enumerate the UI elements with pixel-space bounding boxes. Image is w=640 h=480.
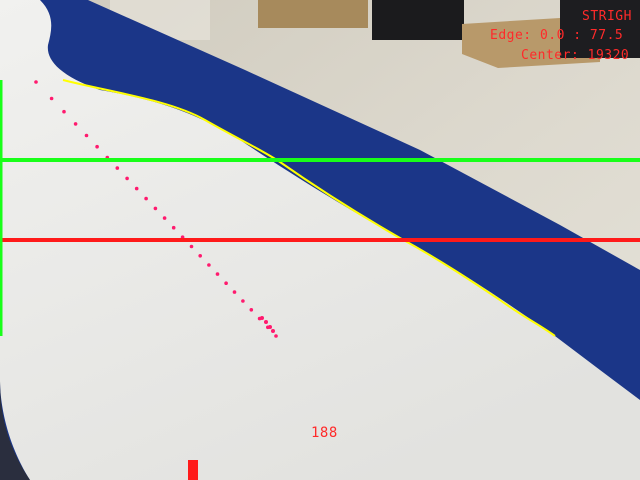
path-dot (189, 244, 194, 249)
path-dot (268, 325, 272, 329)
path-dot (134, 186, 139, 191)
path-dot (207, 263, 211, 267)
path-dot (95, 144, 99, 149)
edge-readout: Edge: 0.0 : 77.5 (490, 28, 624, 43)
path-dot (115, 166, 120, 170)
center-readout: Center: 19320 (521, 48, 630, 63)
dark-device (560, 0, 640, 58)
path-dot (198, 254, 202, 258)
path-dot (162, 216, 167, 220)
mode-label: STRIGH (582, 9, 632, 24)
path-dot (271, 329, 275, 333)
path-dot (241, 299, 245, 303)
cardboard-box-left (258, 0, 368, 28)
path-dot (34, 80, 38, 84)
value-readout: 188 (311, 425, 338, 441)
path-dot (224, 281, 228, 286)
mat-shadow-edge (0, 380, 30, 480)
path-dot (49, 96, 54, 101)
dark-cabinet (372, 0, 464, 40)
path-dot (144, 196, 148, 201)
path-dot (153, 206, 158, 211)
path-dot (232, 290, 237, 294)
path-dot (215, 272, 220, 276)
position-marker (188, 460, 198, 480)
path-dot-trail (34, 80, 278, 338)
path-dot (73, 122, 78, 126)
path-dot (84, 133, 89, 138)
path-dot (125, 176, 129, 181)
path-dot (260, 316, 264, 320)
path-dot (171, 225, 176, 230)
path-dot (264, 320, 268, 324)
path-dot (249, 308, 254, 312)
path-dot (274, 334, 278, 338)
path-dot (62, 109, 66, 114)
edge-trace (62, 79, 556, 337)
